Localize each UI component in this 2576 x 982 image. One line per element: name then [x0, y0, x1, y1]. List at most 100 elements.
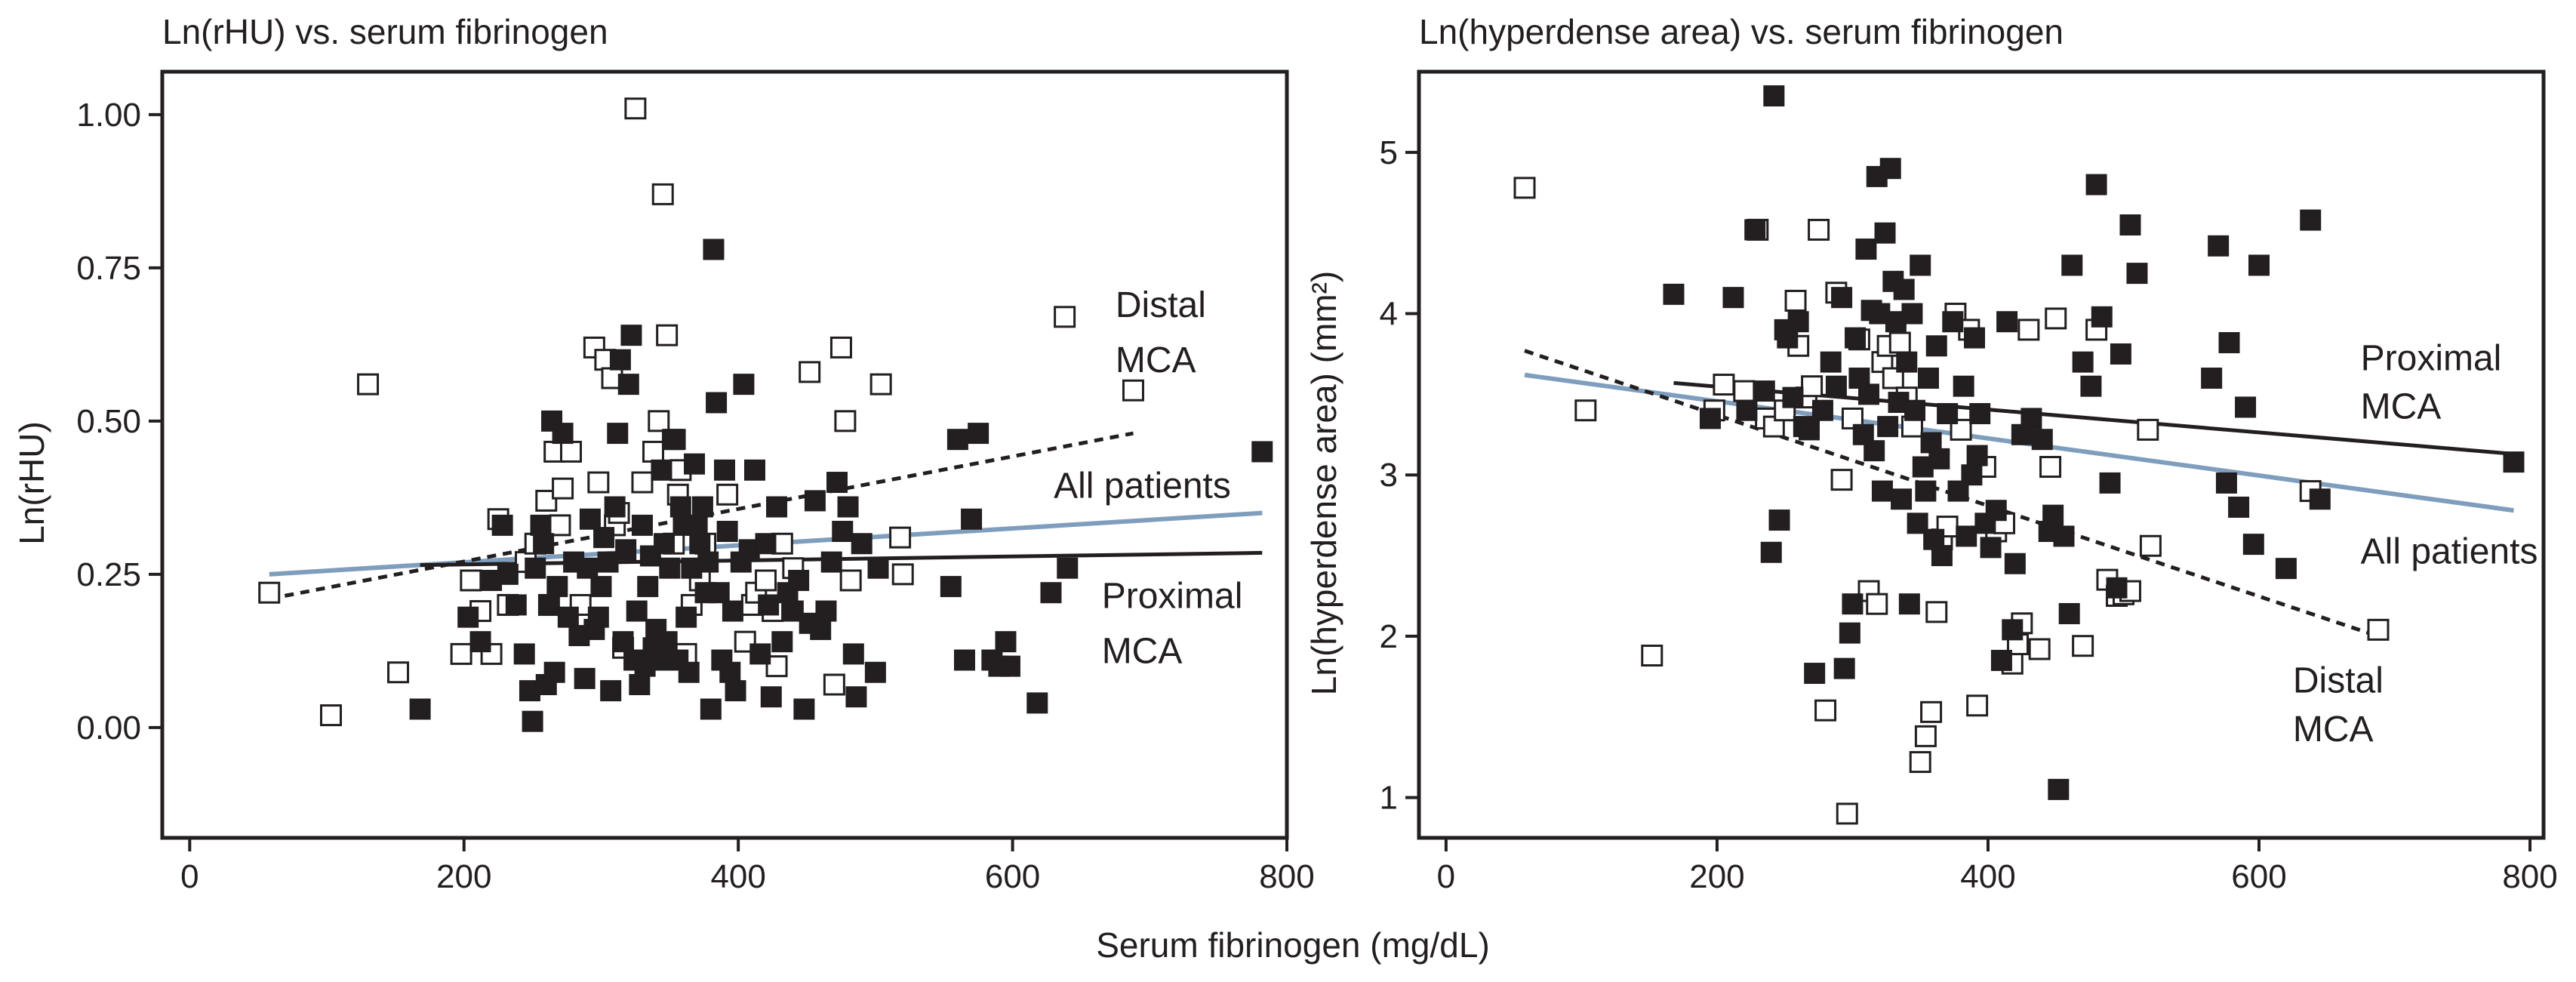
proximal-mca-point — [543, 661, 565, 683]
proximal-mca-point — [538, 594, 560, 616]
distal-mca-point — [2367, 618, 2390, 641]
proximal-mca-point — [2208, 235, 2230, 257]
proximal-mca-point — [597, 551, 619, 573]
proximal-mca-point — [684, 453, 706, 475]
proximal-mca-point — [1901, 303, 1923, 325]
proximal-mca-point — [968, 423, 989, 445]
proximal-mca-point — [1996, 311, 2018, 333]
proximal-mca-point — [1985, 500, 2007, 522]
proximal-mca-point — [1961, 464, 1983, 486]
distal-mca-point — [587, 471, 610, 494]
proximal-mca-point — [953, 649, 975, 671]
proximal-mca-point — [722, 600, 743, 622]
proximal-mca-point — [1858, 383, 1879, 405]
proximal-mca-point — [654, 533, 676, 555]
proximal-mca-point — [733, 374, 755, 396]
annotation-label: MCA — [2293, 710, 2374, 750]
proximal-mca-point — [2042, 504, 2064, 526]
annotation-label: All patients — [1054, 466, 1231, 506]
proximal-mca-point — [845, 686, 867, 708]
proximal-mca-point — [2309, 488, 2331, 510]
proximal-mca-point — [1831, 287, 1853, 309]
distal-mca-point — [1814, 699, 1837, 722]
distal-mca-point — [1574, 399, 1597, 422]
proximal-mca-point — [2020, 408, 2042, 429]
distal-mca-point — [1713, 374, 1735, 396]
proximal-mca-point — [697, 551, 719, 573]
annotation-label: MCA — [2361, 386, 2442, 426]
annotations-rhu: Distal MCA All patients Proximal MCA — [1054, 285, 1242, 672]
distal-mca-point — [799, 361, 821, 383]
proximal-mca-point — [1855, 239, 1877, 260]
proximal-mca-point — [631, 514, 653, 536]
distal-mca-point — [1513, 177, 1536, 199]
distal-mca-point — [834, 410, 857, 433]
proximal-mca-point — [587, 606, 609, 628]
proximal-mca-point — [2091, 306, 2113, 328]
distal-mca-point — [1920, 700, 1943, 723]
annotation-label: MCA — [1102, 632, 1183, 672]
proximal-mca-point — [574, 667, 596, 689]
proximal-mca-point — [1768, 509, 1790, 531]
y-axis-label-hyperdense-area: Ln(hyperdense area) (mm²) — [1304, 271, 1343, 695]
distal-mca-point — [2039, 456, 2062, 479]
proximal-mca-point — [600, 680, 622, 702]
proximal-mca-point — [810, 618, 832, 640]
distal-mca-point — [258, 581, 281, 604]
proximal-mca-point — [1040, 582, 1062, 604]
proximal-mca-point — [1845, 327, 1867, 349]
axis-ticks-rhu: 0 200 400 600 800 0.00 0.25 0.50 0.75 1.00 — [76, 97, 1314, 895]
distal-mca-point — [889, 526, 912, 549]
distal-mca-point — [1866, 593, 1888, 615]
proximal-mca-point — [1864, 440, 1885, 462]
proximal-mca-point — [1839, 622, 1860, 644]
scatter-points-rhu — [258, 97, 1273, 732]
proximal-mca-point — [2002, 619, 2024, 641]
proximal-mca-point — [851, 533, 873, 555]
proximal-mca-point — [2215, 472, 2237, 494]
chart-panel-rhu: Ln(rHU) vs. serum fibrinogen Ln(rHU) 0 20… — [12, 12, 1315, 895]
shared-x-axis-label: Serum fibrinogen (mg/dL) — [1096, 925, 1490, 965]
proximal-mca-point — [497, 563, 519, 585]
proximal-mca-point — [667, 649, 689, 671]
proximal-mca-point — [656, 631, 678, 653]
proximal-mca-point — [659, 557, 681, 579]
proximal-mca-point — [615, 539, 637, 561]
proximal-mca-point — [457, 606, 479, 628]
proximal-mca-point — [749, 643, 771, 665]
distal-mca-point — [1784, 289, 1807, 312]
proximal-mca-point — [946, 429, 968, 451]
proximal-mca-point — [2119, 214, 2141, 235]
proximal-mca-point — [1799, 419, 1820, 441]
proximal-mca-point — [1871, 480, 1893, 502]
proximal-mca-point — [530, 514, 552, 536]
proximal-mca-point — [815, 600, 837, 622]
distal-mca-point — [891, 563, 914, 586]
distal-mca-point — [2137, 418, 2159, 441]
distal-mca-point — [1909, 751, 1931, 774]
proximal-mca-point — [1663, 283, 1685, 305]
proximal-mca-point — [837, 496, 859, 518]
proximal-mca-point — [552, 423, 574, 445]
proximal-mca-point — [2235, 396, 2257, 418]
x-tick-label: 800 — [1259, 858, 1314, 895]
distal-mca-point — [1733, 380, 1756, 402]
proximal-mca-point — [2048, 778, 2070, 800]
proximal-mca-point — [2228, 496, 2250, 518]
proximal-mca-point — [793, 698, 815, 720]
y-tick-label: 0.75 — [76, 250, 141, 287]
annotation-label: All patients — [2361, 532, 2538, 572]
proximal-mca-point — [557, 606, 579, 628]
distal-mca-point — [1641, 645, 1663, 667]
proximal-mca-point — [2248, 254, 2270, 276]
y-axis-label-rhu: Ln(rHU) — [12, 421, 51, 545]
proximal-mca-point — [1953, 375, 1974, 397]
distal-mca-point — [1914, 725, 1937, 747]
y-tick-label: 4 — [1380, 296, 1398, 333]
proximal-mca-point — [743, 459, 765, 481]
proximal-mca-point — [620, 325, 642, 346]
proximal-mca-point — [1891, 488, 1913, 510]
proximal-mca-point — [1744, 219, 1766, 241]
proximal-mca-point — [686, 514, 708, 536]
